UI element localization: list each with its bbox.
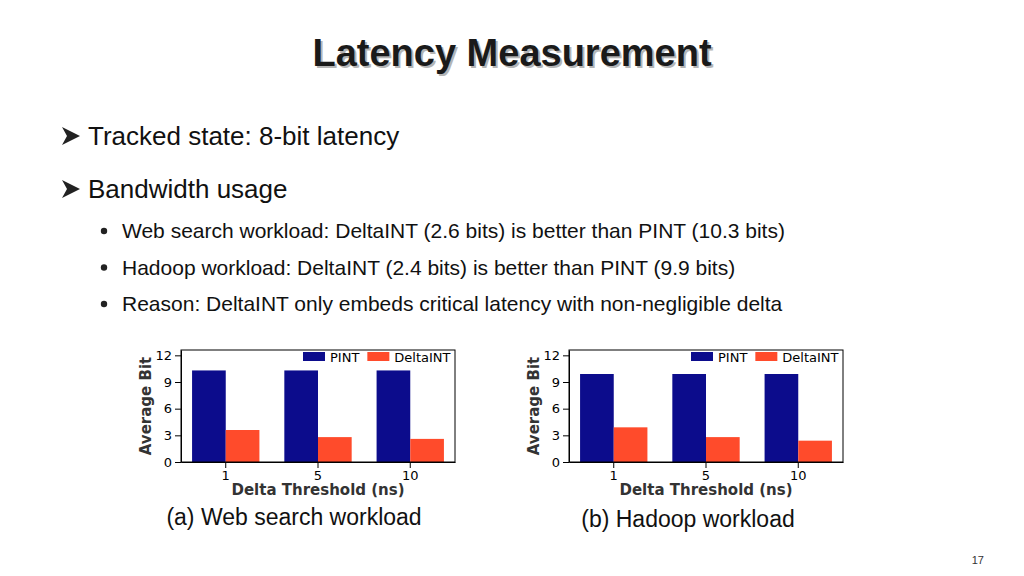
bar [377,370,411,462]
x-tick: 1 [610,462,618,483]
sub-bullet-dot [101,301,107,307]
y-tick: 6 [552,401,569,416]
bar [798,441,832,462]
legend-swatch [755,352,777,361]
y-tick-label: 9 [552,375,560,390]
y-tick-mark [563,409,569,410]
y-tick-label: 3 [164,428,172,443]
x-tick: 1 [222,462,230,483]
bar [580,374,614,462]
plot-frame [569,350,843,462]
y-tick: 9 [164,375,181,390]
sub-bullet-dot [101,264,107,270]
y-axis-title: Average Bit [525,357,543,455]
y-tick-label: 6 [164,401,172,416]
x-tick-mark [706,462,707,468]
page-number: 17 [972,554,984,566]
y-tick: 0 [164,455,181,470]
legend: PINT DeltaINT [691,350,839,365]
legend-label: PINT [718,350,747,365]
x-tick-mark [613,462,614,468]
bullet-text: Bandwidth usage [88,174,287,204]
chart: 0369121510Delta Threshold (ns)Average Bi… [137,348,456,530]
x-tick-mark [318,462,319,468]
y-tick: 6 [164,401,181,416]
x-tick-mark [798,462,799,468]
y-tick-label: 3 [552,428,560,443]
y-tick-mark [175,355,181,356]
y-tick-mark [175,435,181,436]
y-tick-mark [175,462,181,463]
plot-frame [181,350,455,462]
bullet-arrow [62,180,80,198]
bar [765,374,799,462]
x-axis-title: Delta Threshold (ns) [619,481,792,499]
y-axis: 0 3 6 9 12 [543,348,569,470]
y-tick-mark [563,355,569,356]
legend-swatch [367,352,389,361]
caption: (a) Web search workload [166,504,421,530]
bullet-marker [62,180,80,198]
bar [706,437,740,462]
y-tick: 12 [543,348,569,363]
x-tick-label: 1 [610,468,618,483]
caption: (b) Hadoop workload [581,506,795,532]
y-tick: 0 [552,455,569,470]
legend-swatch [303,352,325,361]
bullet-arrow [62,127,80,145]
bar [672,374,706,462]
sub-bullet-dot [101,228,107,234]
y-tick-label: 0 [164,455,172,470]
sub-bullet-text: Web search workload: DeltaINT (2.6 bits)… [122,219,785,242]
slide: Latency MeasurementLatency MeasurementTr… [0,0,1024,576]
y-tick-mark [563,435,569,436]
legend-label: PINT [330,350,359,365]
y-tick-mark [175,382,181,383]
y-tick-label: 9 [164,375,172,390]
x-tick-label: 1 [222,468,230,483]
sub-bullet-text: Hadoop workload: DeltaINT (2.4 bits) is … [122,256,735,279]
y-tick-label: 12 [543,348,560,363]
legend-swatch [691,352,713,361]
y-tick-label: 12 [155,348,172,363]
bars [580,374,832,462]
x-axis-title: Delta Threshold (ns) [231,481,404,499]
y-tick-label: 0 [552,455,560,470]
x-tick-mark [225,462,226,468]
bar [226,430,260,462]
title: Latency Measurement [312,32,711,74]
bullet-text: Tracked state: 8-bit latency [88,121,399,151]
sub-bullet-text: Reason: DeltaINT only embeds critical la… [122,292,783,315]
y-tick-mark [563,382,569,383]
y-tick-mark [563,462,569,463]
y-tick: 3 [164,428,181,443]
bar [192,370,226,462]
y-tick-label: 6 [552,401,560,416]
bullet-marker [62,127,80,145]
y-tick: 12 [155,348,181,363]
bar [284,370,318,462]
y-axis: 0 3 6 9 12 [155,348,181,470]
x-tick-mark [410,462,411,468]
y-tick: 9 [552,375,569,390]
y-tick-mark [175,409,181,410]
bars [192,370,444,462]
legend: PINT DeltaINT [303,350,451,365]
y-axis-line [181,351,182,463]
y-axis-line [569,351,570,463]
legend-label: DeltaINT [782,350,838,365]
bar [318,437,352,462]
bar [614,427,648,462]
chart: 0369121510Delta Threshold (ns)Average Bi… [525,348,844,532]
y-tick: 3 [552,428,569,443]
y-axis-title: Average Bit [137,357,155,455]
legend-label: DeltaINT [394,350,450,365]
bar [410,439,444,462]
